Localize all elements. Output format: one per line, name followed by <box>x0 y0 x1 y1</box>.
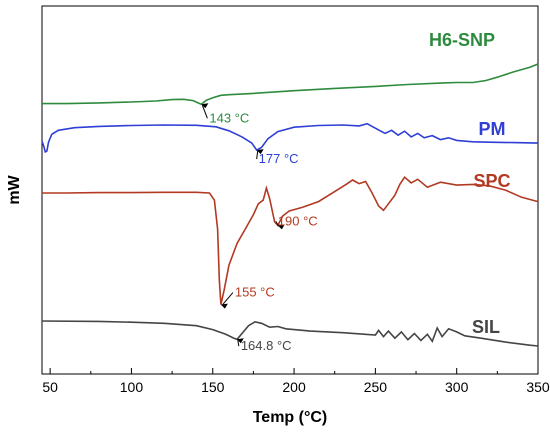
x-tick-label: 100 <box>120 379 144 395</box>
series-line-spc <box>42 176 539 305</box>
peak-label-h6-snp: 143 °C <box>209 110 249 125</box>
x-tick-label: 150 <box>201 379 225 395</box>
series-label-spc: SPC <box>473 171 510 191</box>
x-tick-label: 200 <box>282 379 306 395</box>
annotation-arrowhead <box>256 149 264 155</box>
annotation-arrowhead <box>236 338 244 344</box>
plot-frame <box>41 5 539 375</box>
peak-label-spc: 155 °C <box>235 285 275 300</box>
annotation-layer: 143 °C 177 °C 190 °C 155 °C 164.8 °C <box>201 103 318 353</box>
annotation-arrowhead <box>220 303 228 309</box>
peak-label-pm: 177 °C <box>259 151 299 166</box>
x-axis: 50 100 150 200 250 300 350 <box>42 368 550 395</box>
annotation-arrow <box>221 292 234 306</box>
peak-label-spc: 190 °C <box>278 213 318 228</box>
series-label-pm: PM <box>479 119 506 139</box>
annotation-arrow <box>237 340 240 347</box>
series-line-h6-snp <box>42 63 539 106</box>
x-tick-label: 300 <box>445 379 469 395</box>
x-axis-title: Temp (°C) <box>253 409 328 426</box>
annotation-arrowhead <box>201 103 209 109</box>
annotation-arrow <box>256 151 259 160</box>
peak-label-sil: 164.8 °C <box>241 338 292 353</box>
series-layer <box>41 63 539 347</box>
series-label-h6-snp: H6-SNP <box>429 30 495 50</box>
series-labels: H6-SNP PM SPC SIL <box>429 30 511 337</box>
y-axis-title: mW <box>6 174 23 204</box>
x-tick-label: 350 <box>526 379 550 395</box>
series-label-sil: SIL <box>472 317 500 337</box>
series-line-pm <box>41 122 539 154</box>
annotation-arrow <box>201 105 208 119</box>
x-tick-label: 50 <box>42 379 58 395</box>
series-line-sil <box>41 320 539 347</box>
annotation-arrowhead <box>277 224 285 230</box>
x-tick-label: 250 <box>364 379 388 395</box>
